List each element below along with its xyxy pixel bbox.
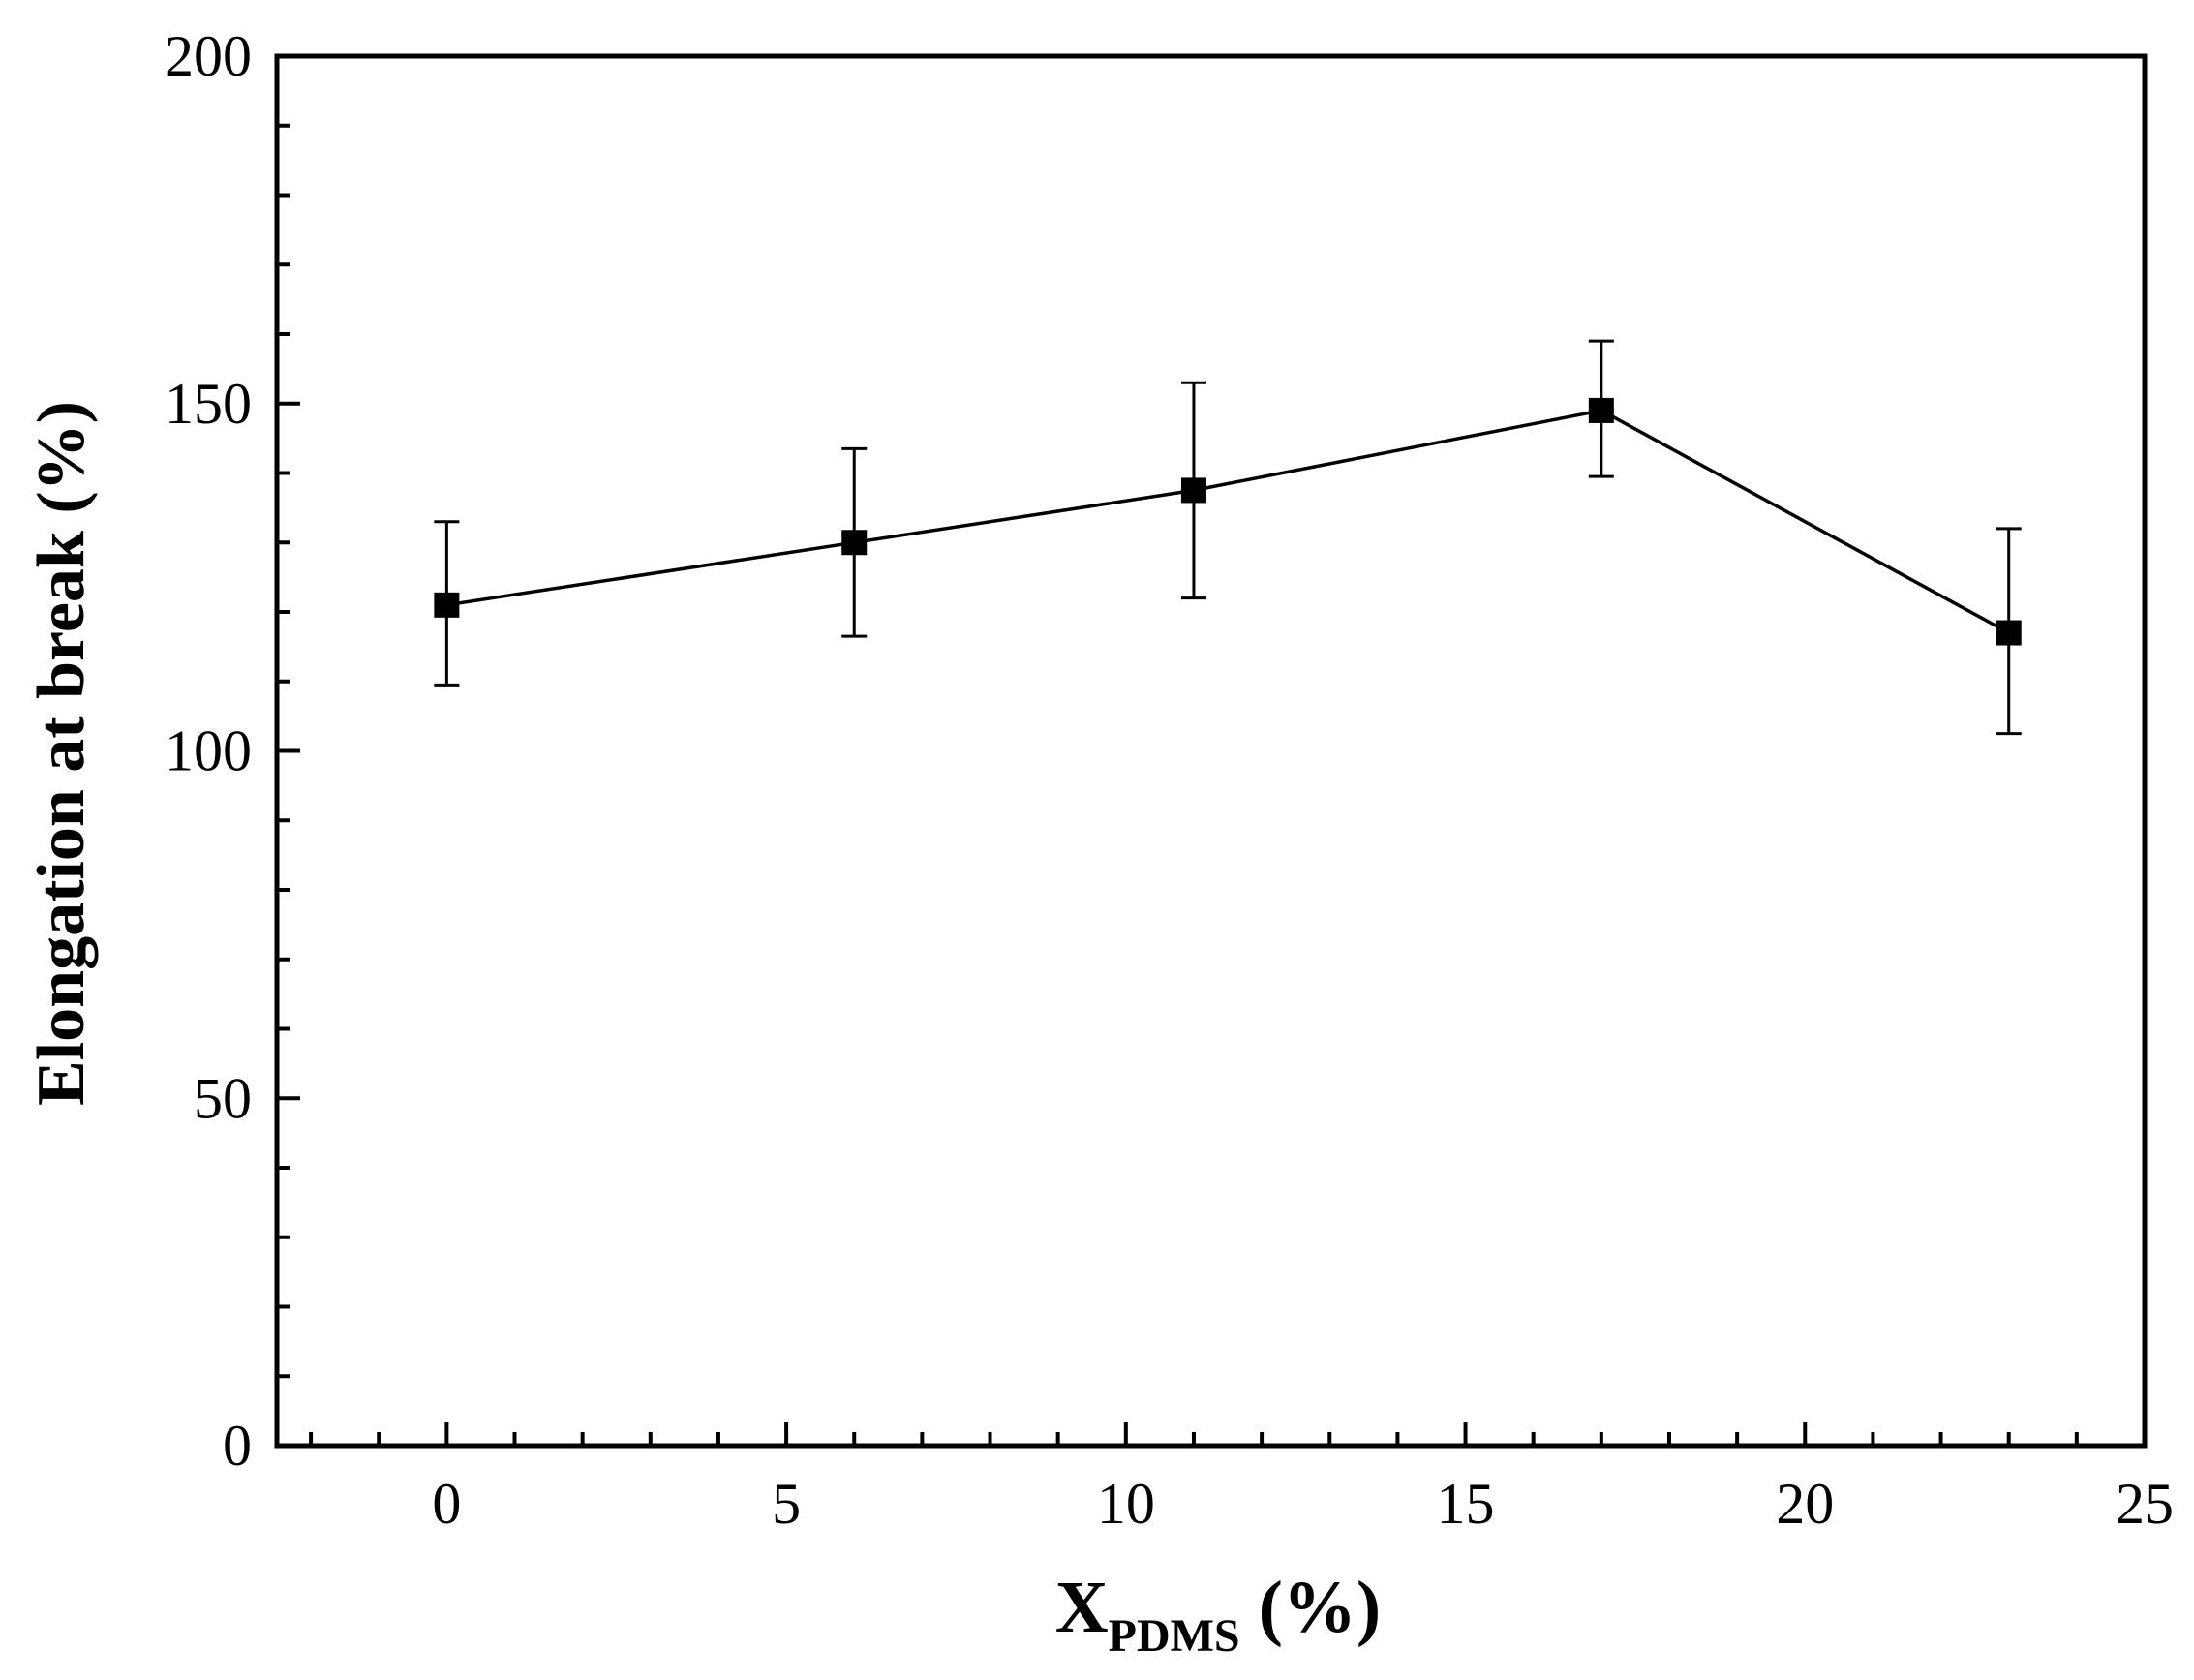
x-axis-title-suffix: (%) — [1240, 1567, 1382, 1648]
y-tick-label: 200 — [165, 24, 252, 88]
y-axis-title: Elongation at break (%) — [24, 401, 99, 1106]
x-axis-title: XPDMS (%) — [1055, 1567, 1382, 1662]
x-axis-title-subscript: PDMS — [1109, 1610, 1240, 1662]
x-tick-label: 15 — [1437, 1472, 1495, 1536]
y-tick-label: 100 — [165, 719, 252, 783]
x-tick-label: 20 — [1776, 1472, 1834, 1536]
y-tick-label: 50 — [194, 1066, 252, 1130]
data-point-marker — [1588, 397, 1614, 423]
x-tick-label: 0 — [432, 1472, 461, 1536]
x-axis-title-main: X — [1055, 1567, 1109, 1648]
x-tick-label: 10 — [1097, 1472, 1155, 1536]
plot-frame — [274, 53, 2148, 1449]
y-tick-label: 0 — [223, 1414, 252, 1478]
y-tick-labels: 0 50 100 150 200 — [165, 24, 252, 1478]
data-point-marker — [434, 592, 460, 618]
data-point-marker — [1996, 620, 2022, 646]
x-tick-label: 25 — [2116, 1472, 2174, 1536]
y-tick-label: 150 — [165, 372, 252, 436]
x-tick-labels: 0 5 10 15 20 25 — [432, 1472, 2174, 1536]
x-tick-label: 5 — [772, 1472, 801, 1536]
data-markers — [434, 397, 2022, 646]
data-point-marker — [841, 530, 868, 556]
data-point-marker — [1180, 477, 1206, 504]
